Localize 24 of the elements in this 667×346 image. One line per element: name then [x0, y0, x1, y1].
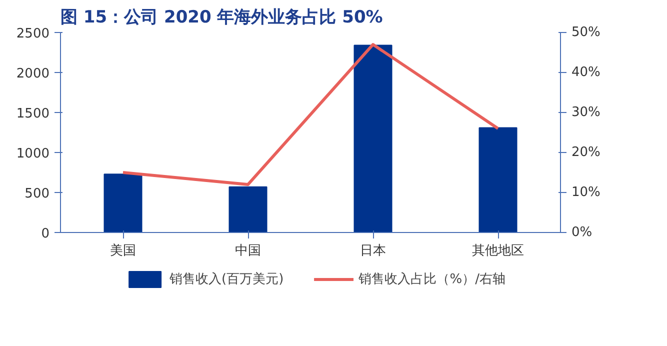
line-series	[122, 43, 500, 186]
chart-title: 图 15：公司 2020 年海外业务占比 50%	[60, 8, 383, 28]
x-tick-label: 其他地区	[472, 244, 524, 258]
bar	[104, 174, 142, 232]
y2-tick-label: 40%	[572, 65, 600, 80]
y2-tick-label: 20%	[572, 145, 600, 160]
bar	[478, 127, 518, 232]
y-tick-label: 2500	[16, 26, 50, 42]
bar	[228, 186, 268, 232]
y-tick-label: 2000	[16, 66, 50, 82]
x-tick-label: 中国	[235, 244, 261, 258]
legend-label: 销售收入占比（%）/右轴	[358, 271, 506, 288]
y-tick-label: 0	[41, 226, 50, 242]
bar	[354, 44, 392, 232]
legend-label: 销售收入(百万美元)	[170, 271, 284, 288]
y2-tick-label: 0%	[572, 225, 592, 240]
x-tick-label: 美国	[110, 242, 136, 258]
y2-tick-label: 10%	[572, 185, 600, 200]
x-tick-label: 日本	[360, 244, 386, 258]
y2-tick-label: 50%	[572, 25, 600, 40]
y-tick-label: 1500	[16, 106, 50, 122]
y-tick-label: 500	[24, 186, 50, 202]
y2-tick-label: 30%	[572, 105, 600, 120]
y-tick-label: 1000	[16, 146, 50, 162]
